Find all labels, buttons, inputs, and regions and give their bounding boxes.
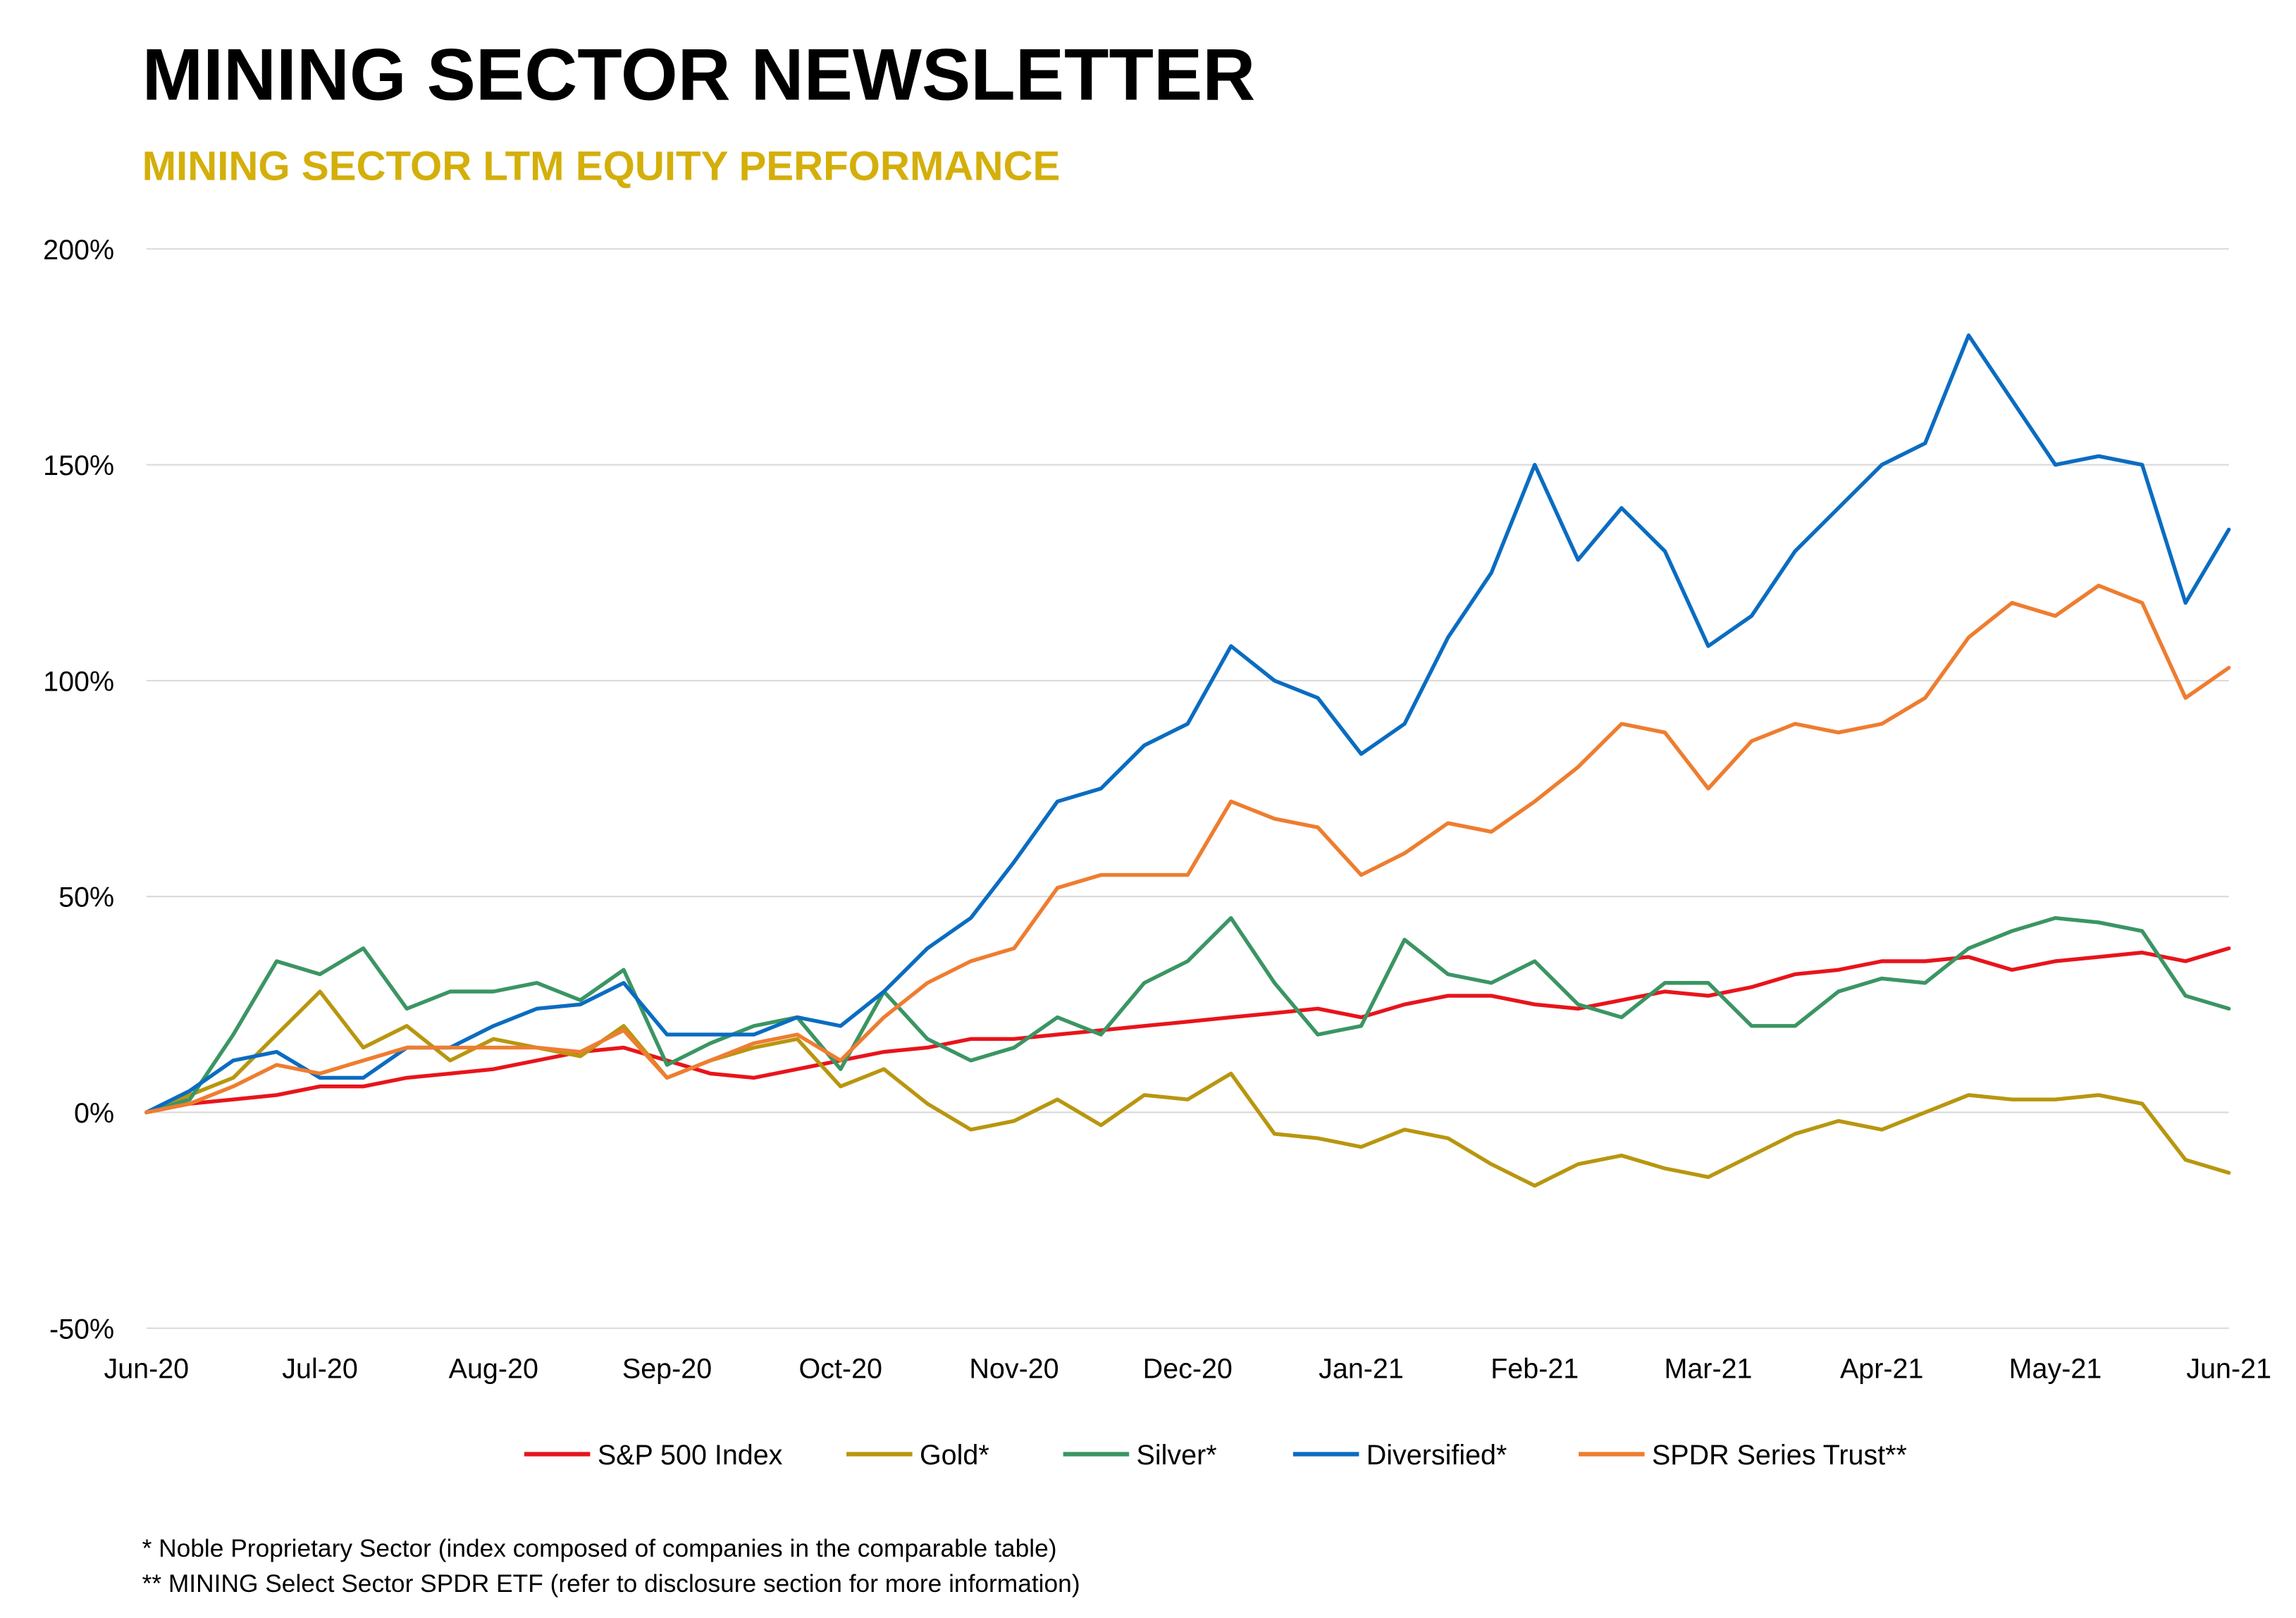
x-tick-label: May-21 (2009, 1353, 2102, 1384)
series-line-spdr-series-trust (144, 583, 2231, 1115)
legend-label: Gold* (920, 1440, 989, 1471)
y-axis-ticks: 200% 150% 100% 50% 0% -50% (43, 235, 114, 1345)
y-tick-label: -50% (49, 1314, 114, 1345)
x-tick-label: Mar-21 (1664, 1353, 1752, 1384)
series-line-gold (144, 989, 2231, 1188)
x-tick-label: Jul-20 (282, 1353, 358, 1384)
footnote-etf: ** MINING Select Sector SPDR ETF (refer … (142, 1569, 1080, 1598)
x-tick-label: Jun-20 (104, 1353, 189, 1384)
x-tick-label: Aug-20 (449, 1353, 538, 1384)
legend-label: Silver* (1137, 1440, 1217, 1471)
legend-label: S&P 500 Index (598, 1440, 783, 1471)
x-tick-label: Jun-21 (2186, 1353, 2271, 1384)
page-title: MINING SECTOR NEWSLETTER (142, 33, 1256, 116)
legend-item-s-p-500-index: S&P 500 Index (524, 1440, 783, 1471)
y-tick-label: 100% (43, 666, 114, 697)
legend-item-gold: Gold* (846, 1440, 989, 1471)
x-tick-label: Jan-21 (1319, 1353, 1404, 1384)
legend-label: SPDR Series Trust** (1652, 1440, 1907, 1471)
legend-label: Diversified* (1366, 1440, 1507, 1471)
x-tick-label: Nov-20 (969, 1353, 1058, 1384)
y-tick-label: 0% (74, 1098, 114, 1129)
legend-item-diversified: Diversified* (1292, 1440, 1507, 1471)
series-line-s-p-500-index (144, 946, 2231, 1115)
legend: S&P 500 Index Gold* Silver* Diversified* SPD… (524, 1440, 1907, 1471)
y-tick-label: 200% (43, 235, 114, 266)
series-lines (144, 333, 2231, 1188)
x-axis-ticks: Jun-20 Jul-20 Aug-20 Sep-20 Oct-20 Nov-20 Dec-… (104, 1353, 2271, 1384)
legend-item-spdr-series-trust: SPDR Series Trust** (1579, 1440, 1907, 1471)
x-tick-label: Sep-20 (622, 1353, 712, 1384)
series-line-diversified (144, 333, 2231, 1115)
series-line-silver (144, 915, 2231, 1115)
footnote-sector: * Noble Proprietary Sector (index compos… (142, 1534, 1057, 1563)
x-tick-label: Apr-21 (1840, 1353, 1923, 1384)
gridlines (146, 248, 2229, 1329)
x-tick-label: Oct-20 (799, 1353, 882, 1384)
page-subtitle: MINING SECTOR LTM EQUITY PERFORMANCE (142, 143, 1061, 190)
x-tick-label: Dec-20 (1143, 1353, 1233, 1384)
x-tick-label: Feb-21 (1490, 1353, 1579, 1384)
y-tick-label: 150% (43, 450, 114, 481)
legend-item-silver: Silver* (1063, 1440, 1217, 1471)
y-tick-label: 50% (58, 882, 114, 913)
